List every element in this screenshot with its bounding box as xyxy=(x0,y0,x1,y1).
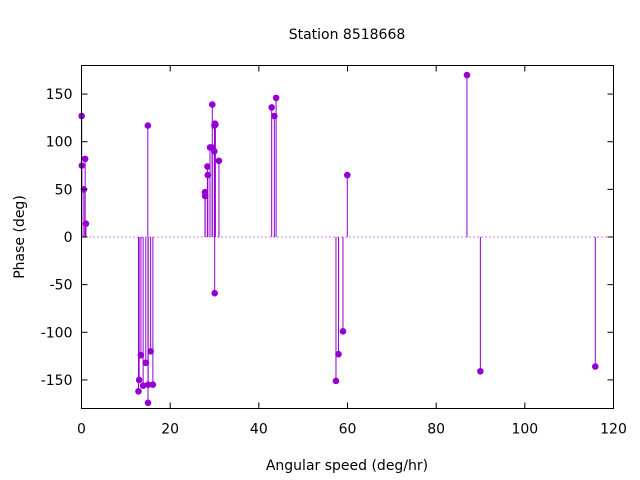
data-point xyxy=(142,359,150,367)
data-point xyxy=(208,101,216,108)
data-point xyxy=(201,192,209,200)
data-point xyxy=(144,381,152,388)
data-point xyxy=(271,112,278,120)
data-point xyxy=(204,163,211,170)
data-point xyxy=(268,104,275,111)
data-point xyxy=(149,381,157,388)
data-point xyxy=(82,220,90,227)
x-tick-label: 80 xyxy=(427,422,445,438)
x-axis-label: Angular speed (deg/hr) xyxy=(266,458,428,474)
y-tick-label: 0 xyxy=(64,230,73,246)
data-point xyxy=(211,147,218,155)
y-tick-label: 150 xyxy=(46,87,73,103)
data-point xyxy=(463,71,471,79)
y-tick-label: 100 xyxy=(46,135,73,151)
data-point xyxy=(272,94,280,102)
y-tick-label: -50 xyxy=(50,278,73,294)
data-layer xyxy=(78,71,614,407)
x-tick-label: 120 xyxy=(600,422,627,438)
x-tick-label: 20 xyxy=(161,422,179,438)
data-point xyxy=(137,351,145,359)
y-axis: -150 -100 -50 0 50 100 150 xyxy=(41,87,614,389)
y-tick-label: -150 xyxy=(41,373,73,389)
x-tick-label: 40 xyxy=(250,422,268,438)
data-point xyxy=(212,121,219,128)
chart-title: Station 8518668 xyxy=(289,27,406,43)
data-point xyxy=(211,289,218,297)
data-point xyxy=(135,376,143,384)
data-point xyxy=(335,350,342,358)
data-point xyxy=(332,377,340,385)
data-point xyxy=(343,171,351,179)
y-tick-label: -100 xyxy=(41,325,73,341)
y-tick-label: 50 xyxy=(55,182,73,198)
data-point xyxy=(215,157,223,165)
data-point xyxy=(81,155,89,163)
data-point xyxy=(144,399,152,407)
x-tick-label: 0 xyxy=(77,422,86,438)
data-point xyxy=(135,388,142,395)
data-point xyxy=(204,171,212,179)
data-point xyxy=(477,368,484,375)
x-tick-label: 100 xyxy=(511,422,538,438)
data-point xyxy=(339,328,347,335)
data-point xyxy=(139,382,147,389)
x-axis: 0 20 40 60 80 100 120 xyxy=(77,65,627,438)
data-point xyxy=(592,363,599,370)
data-point xyxy=(144,122,152,129)
data-point xyxy=(147,348,154,355)
y-axis-label: Phase (deg) xyxy=(12,195,28,279)
x-tick-label: 60 xyxy=(339,422,357,438)
